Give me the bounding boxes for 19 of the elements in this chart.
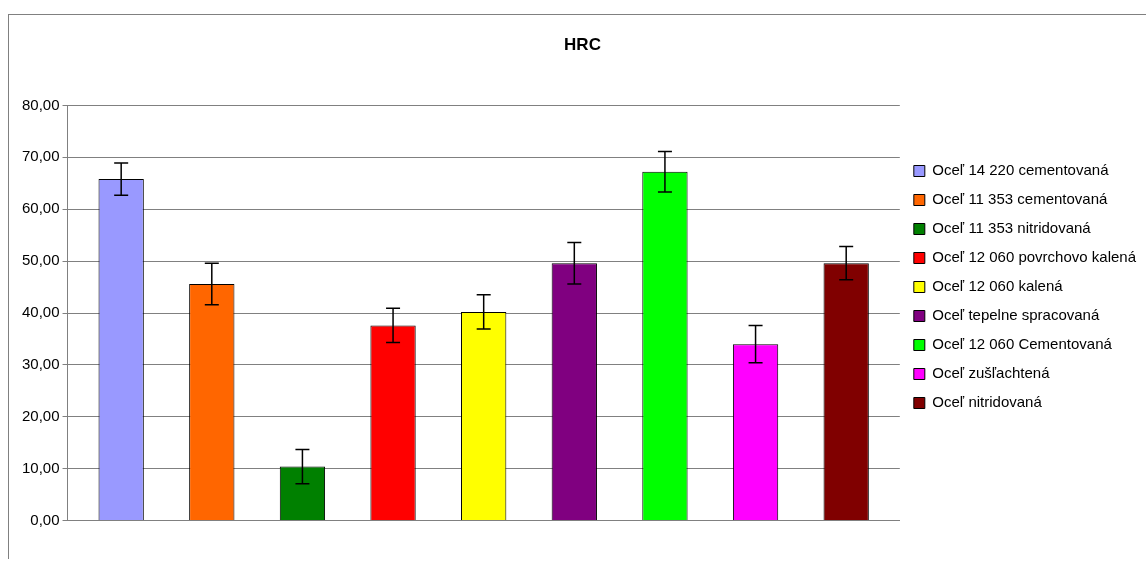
y-tick-label: 50,00 bbox=[21, 251, 60, 269]
legend-label: Oceľ tepelne spracovaná bbox=[932, 306, 1100, 324]
y-tick-label: 30,00 bbox=[21, 355, 60, 373]
legend-label: Oceľ nitridovaná bbox=[932, 393, 1043, 411]
legend-label: Oceľ 14 220 cementovaná bbox=[932, 161, 1110, 179]
y-tick-label: 0,00 bbox=[30, 510, 60, 528]
y-tick-label: 60,00 bbox=[21, 199, 60, 217]
y-tick-label: 80,00 bbox=[21, 95, 60, 113]
y-tick-label: 40,00 bbox=[21, 303, 60, 321]
legend-label: Oceľ zušľachtená bbox=[932, 364, 1051, 382]
legend-label: Oceľ 12 060 kalená bbox=[932, 277, 1064, 295]
legend-label: Oceľ 11 353 cementovaná bbox=[932, 190, 1109, 208]
legend-label: Oceľ 12 060 Cementovaná bbox=[932, 335, 1113, 353]
legend-label: Oceľ 12 060 povrchovo kalená bbox=[932, 248, 1137, 266]
y-tick-label: 10,00 bbox=[21, 458, 60, 476]
y-tick-label: 20,00 bbox=[21, 406, 60, 424]
chart-title: HRC bbox=[564, 34, 601, 54]
y-tick-label: 70,00 bbox=[21, 147, 60, 165]
legend-label: Oceľ 11 353 nitridovaná bbox=[932, 219, 1092, 237]
